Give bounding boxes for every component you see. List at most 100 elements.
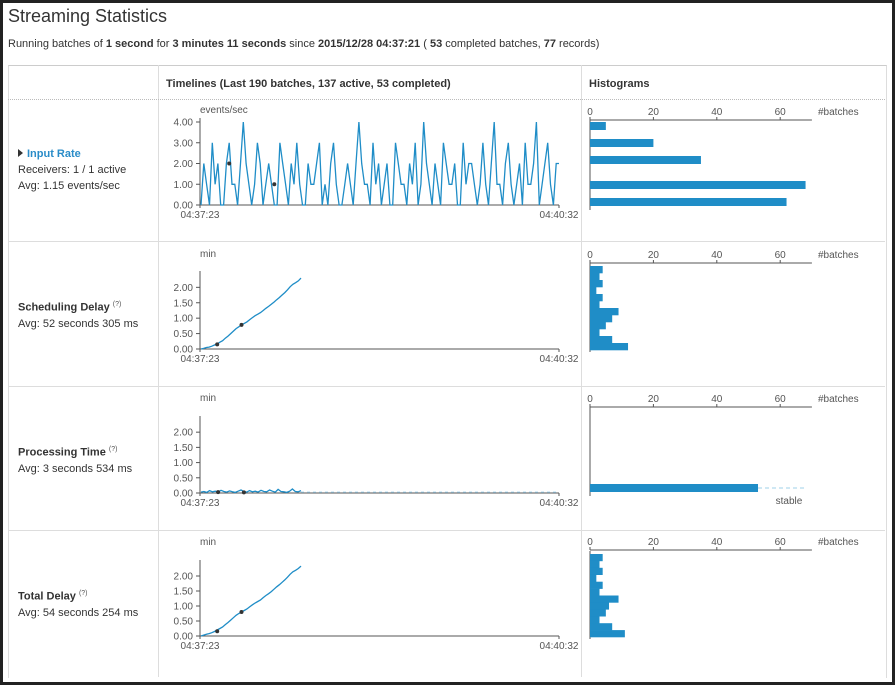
expand-triangle-icon[interactable] (18, 149, 23, 157)
histogram-bar (590, 322, 606, 330)
records-count: 77 (543, 38, 556, 50)
input-rate-metric: Input Rate Receivers: 1 / 1 active Avg: … (18, 146, 126, 194)
input-rate-avg: Avg: 1.15 events/sec (18, 180, 120, 192)
run-summary: Running batches of 1 second for 3 minute… (8, 38, 599, 50)
x-start-label: 04:37:23 (181, 210, 220, 221)
x-end-label: 04:40:32 (540, 641, 579, 652)
y-tick-label: 0.50 (174, 473, 194, 484)
timeline-point (215, 629, 220, 634)
histogram-tick-label: 40 (711, 250, 723, 261)
y-axis-label: min (200, 537, 216, 548)
histogram-bar (590, 484, 759, 492)
row-divider (8, 530, 885, 531)
processing-time-metric: Processing Time (?) Avg: 3 seconds 534 m… (18, 442, 132, 477)
histograms-header: Histograms (589, 78, 650, 90)
histogram-bar (590, 595, 619, 603)
help-icon[interactable]: (?) (112, 301, 122, 308)
histogram-bar (590, 554, 603, 562)
timeline-point (215, 342, 220, 347)
x-start-label: 04:37:23 (181, 641, 220, 652)
y-tick-label: 0.00 (174, 489, 194, 500)
scheduling-delay-label: Scheduling Delay (18, 301, 110, 314)
input-rate-link[interactable]: Input Rate (27, 148, 81, 160)
timeline-series-line (200, 565, 302, 637)
histogram-bar (590, 122, 606, 130)
histogram-tick-label: 60 (775, 107, 787, 118)
histogram-x-label: #batches (818, 394, 859, 405)
histogram-bar (590, 609, 606, 617)
header-divider (8, 99, 885, 100)
histogram-bar (590, 567, 603, 575)
histogram-bar (590, 588, 600, 596)
timeline-point (272, 182, 277, 187)
histogram-x-label: #batches (818, 537, 859, 548)
histogram-tick-label: 20 (648, 394, 660, 405)
histogram-bar (590, 156, 701, 164)
histogram-bar (590, 623, 613, 631)
histogram-bar (590, 181, 806, 189)
y-axis-label: events/sec (200, 105, 248, 116)
histogram-tick-label: 20 (648, 250, 660, 261)
y-tick-label: 0.50 (174, 329, 194, 340)
processing-time-avg: Avg: 3 seconds 534 ms (18, 462, 133, 475)
y-axis-label: min (200, 249, 216, 260)
stable-annotation: stable (776, 496, 803, 507)
y-tick-label: 4.00 (174, 118, 194, 129)
histogram-tick-label: 0 (587, 394, 593, 405)
y-tick-label: 2.00 (174, 159, 194, 170)
timeline-point (241, 490, 246, 495)
histogram-tick-label: 60 (775, 537, 787, 548)
column-divider (581, 65, 582, 677)
help-icon[interactable]: (?) (108, 446, 118, 453)
x-end-label: 04:40:32 (540, 354, 579, 365)
row-divider (8, 241, 885, 242)
timeline-series-line (200, 488, 302, 494)
histogram-tick-label: 0 (587, 537, 593, 548)
y-tick-label: 1.50 (174, 298, 194, 309)
y-tick-label: 2.00 (174, 428, 194, 439)
timeline-point (227, 161, 232, 166)
histogram-bar (590, 616, 600, 624)
total-delay-avg: Avg: 54 seconds 254 ms (18, 606, 139, 619)
histogram-bar (590, 294, 603, 302)
help-icon[interactable]: (?) (78, 590, 88, 597)
histogram-x-label: #batches (818, 250, 859, 261)
timelines-header: Timelines (Last 190 batches, 137 active,… (166, 78, 451, 90)
y-tick-label: 1.50 (174, 443, 194, 454)
processing-time-label: Processing Time (18, 446, 106, 459)
completed-batches-count: 53 (429, 38, 443, 50)
summary-text: for (153, 38, 173, 50)
histogram-bar (590, 139, 654, 147)
receivers-status: Receivers: 1 / 1 active (18, 164, 127, 176)
histogram-tick-label: 40 (711, 107, 723, 118)
x-start-label: 04:37:23 (181, 498, 220, 509)
histogram-bar (590, 602, 610, 610)
y-tick-label: 1.00 (174, 602, 194, 613)
histogram-tick-label: 20 (648, 107, 660, 118)
y-tick-label: 0.00 (174, 201, 194, 212)
y-tick-label: 1.00 (174, 180, 194, 191)
y-tick-label: 1.00 (174, 458, 194, 469)
summary-text: since (286, 38, 319, 50)
histogram-tick-label: 0 (587, 250, 593, 261)
histogram-tick-label: 40 (711, 394, 723, 405)
histogram-bar (590, 630, 625, 638)
timeline-point (216, 490, 221, 495)
histogram-bar (590, 336, 613, 344)
input-rate-toggle[interactable]: Input Rate (18, 146, 126, 162)
scheduling-delay-avg: Avg: 52 seconds 305 ms (18, 317, 139, 330)
histogram-tick-label: 60 (775, 394, 787, 405)
histogram-bar (590, 315, 613, 323)
total-delay-label: Total Delay (18, 590, 76, 603)
histogram-x-label: #batches (818, 107, 859, 118)
histogram-tick-label: 0 (587, 107, 593, 118)
timeline-point (239, 322, 244, 327)
x-start-label: 04:37:23 (181, 354, 220, 365)
page-title: Streaming Statistics (8, 6, 168, 26)
histogram-bar (590, 287, 597, 295)
histogram-bar (590, 301, 600, 309)
summary-text: records) (555, 38, 600, 50)
y-axis-label: min (200, 393, 216, 404)
row-divider (8, 386, 885, 387)
